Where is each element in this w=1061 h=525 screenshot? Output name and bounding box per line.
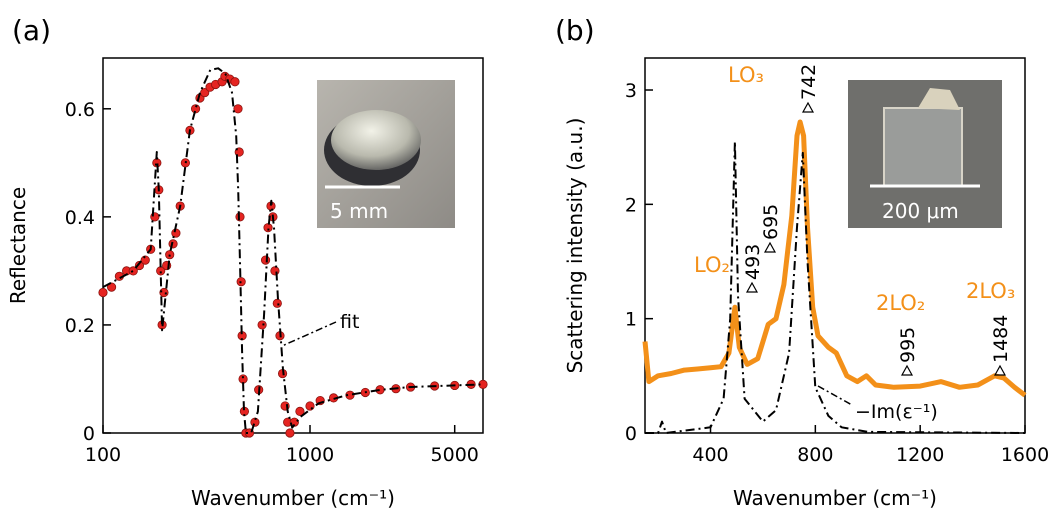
series-label: −Im(ε⁻¹) [855,401,938,423]
peak-marker [745,281,759,293]
peak-label: 2LO₃ [966,279,1015,303]
data-point [134,260,145,271]
data-point [260,255,271,265]
y-tick-label: 0.2 [65,315,95,337]
panel: (b) Wavenumber (cm⁻¹) Scattering intensity… [555,14,1049,510]
x-tick-label: 400 [692,444,728,466]
data-point [295,406,305,416]
annotation: fit [340,311,359,333]
data-point [263,223,273,233]
inset-b [848,80,1002,228]
peak-marker [900,364,914,376]
leader [817,385,853,406]
y-tick-label: 0 [83,423,95,445]
y-axis-title: Reflectance [6,187,30,304]
panel: (a) Wavenumber (cm⁻¹) Reflectance 100 1000 50… [6,14,488,510]
peak-value: 995 [897,327,919,363]
y-tick-label: 0.6 [65,99,95,121]
x-tick-label: 1200 [896,444,944,466]
peak-label: 2LO₂ [876,291,925,315]
data-point [106,282,117,292]
panel-label: (a) [12,14,51,47]
peak-label: LO₃ [728,63,764,87]
inset-a [317,80,455,228]
data-point [200,87,210,98]
inset-label: 200 μm [882,199,959,223]
y-tick-label: 0 [625,423,637,445]
data-point [150,212,160,222]
leader [281,321,337,347]
panel-label: (b) [555,14,595,47]
peak-marker [763,241,777,253]
series-line [102,67,484,434]
data-point [230,77,240,87]
data-point [305,401,315,411]
data-point [98,287,108,298]
x-tick-label: 1000 [286,444,334,466]
y-tick-label: 1 [625,309,637,331]
inset-label: 5 mm [330,199,388,223]
data-point [257,320,267,330]
x-tick-label: 100 [85,444,121,466]
x-tick-label: 800 [797,444,833,466]
series-line [642,119,1027,398]
plot-frame [644,57,1026,434]
data-point [270,266,280,276]
data-point [345,390,355,400]
data-point [285,428,295,438]
x-tick-label: 5000 [431,444,479,466]
series-line [645,140,1026,434]
y-tick-label: 2 [625,194,637,216]
x-axis-title: Wavenumber (cm⁻¹) [733,486,937,510]
peak-marker [801,101,815,113]
peak-marker [993,364,1007,376]
data-point [272,298,282,308]
data-point [128,266,138,276]
data-point [140,255,150,265]
peak-value: 695 [760,204,782,240]
x-tick-label: 1600 [1001,444,1049,466]
peak-label: LO₂ [694,253,730,277]
x-axis-title: Wavenumber (cm⁻¹) [191,486,395,510]
y-axis-title: Scattering intensity (a.u.) [563,118,587,374]
data-point [233,104,243,114]
data-point [168,239,178,249]
data-point [238,374,248,384]
peak-value: 493 [742,244,764,280]
data-point [235,212,245,222]
peak-value: 742 [798,64,820,100]
y-tick-label: 0.4 [65,207,95,229]
data-point [159,287,169,298]
y-tick-label: 3 [625,80,637,102]
peak-value: 1484 [990,315,1012,363]
